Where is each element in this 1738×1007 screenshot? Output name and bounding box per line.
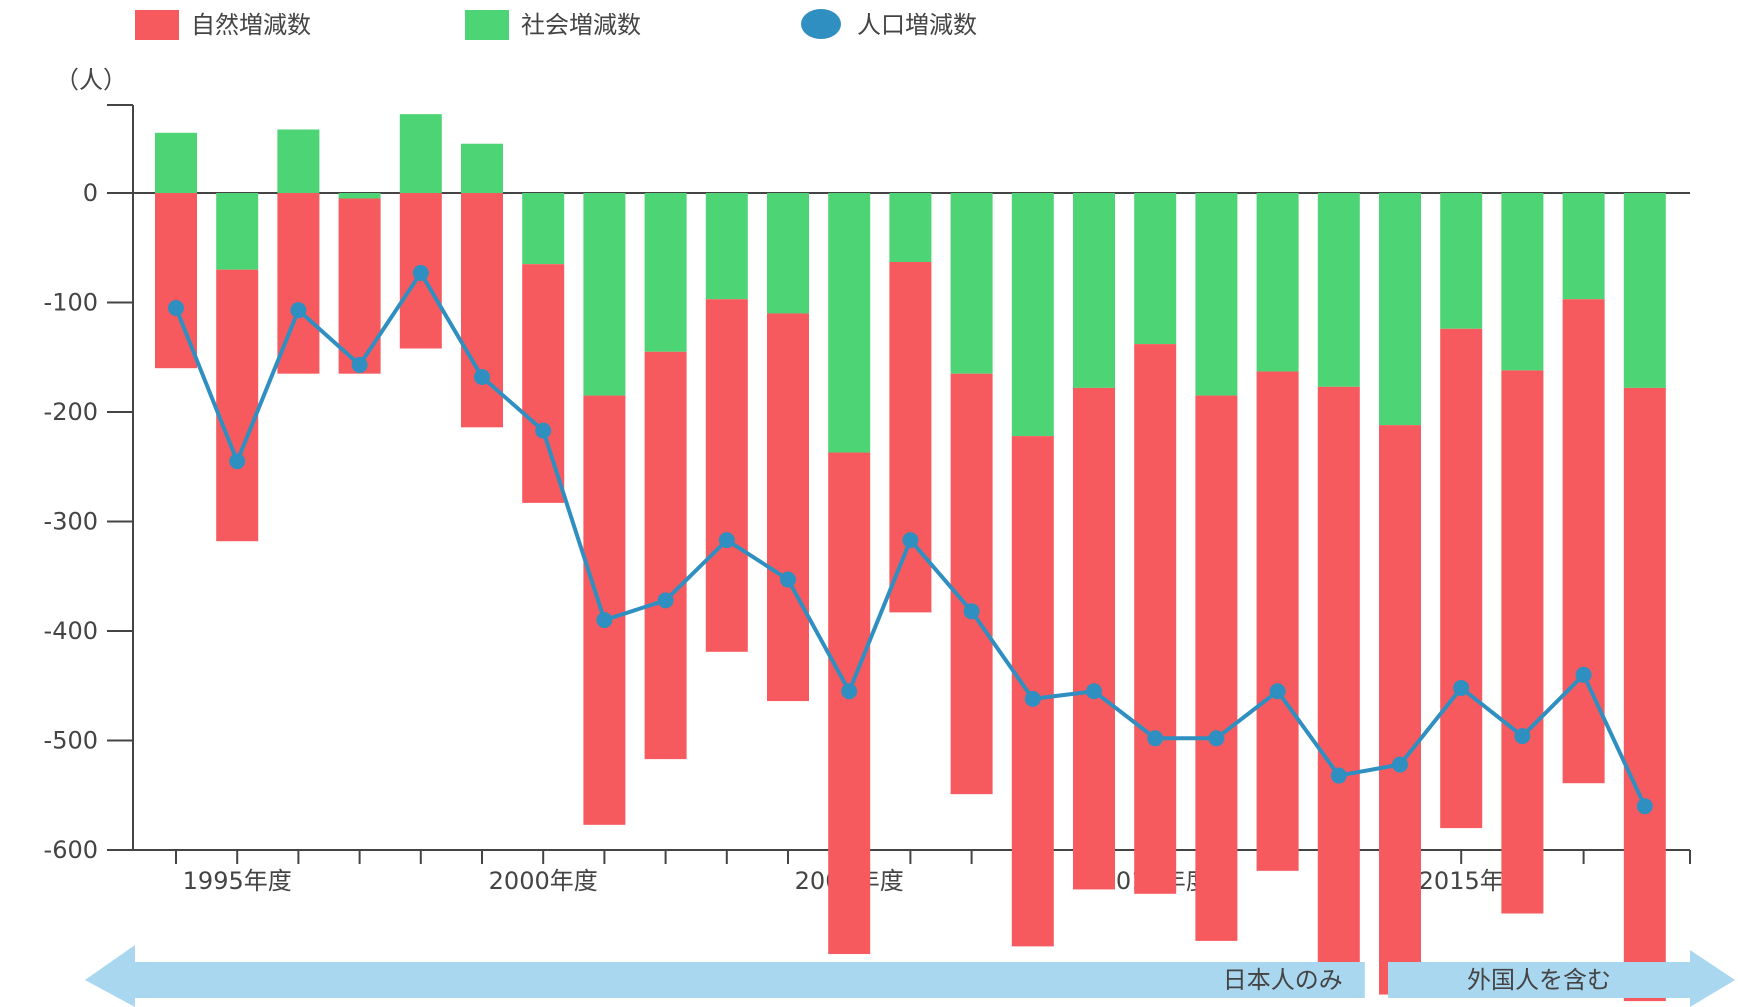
bar-natural-2016 (1501, 370, 1544, 914)
bar-natural-2005 (828, 452, 871, 955)
bar-social-2003 (705, 193, 748, 300)
bar-social-2001 (583, 193, 626, 396)
legend: 自然増減数 社会増減数 人口増減数 (135, 9, 977, 40)
bar-natural-2000 (522, 264, 565, 503)
bar-social-1998 (399, 114, 442, 193)
bar-natural-2001 (583, 395, 626, 825)
population-point-1994 (168, 299, 184, 316)
y-tick-label-0: 0 (83, 179, 98, 207)
population-point-2001 (596, 612, 613, 629)
bar-social-2014 (1379, 193, 1421, 426)
y-tick-label-6: -600 (44, 836, 98, 864)
population-point-2003 (718, 532, 735, 549)
population-point-2010 (1147, 730, 1164, 747)
population-point-2005 (841, 683, 858, 700)
population-point-2013 (1330, 767, 1347, 784)
population-point-2016 (1514, 728, 1531, 745)
bar-social-2007 (950, 193, 993, 374)
axes: 0-100-200-300-400-500-6001995年度2000年度200… (44, 104, 1691, 895)
bar-social-2009 (1073, 193, 1115, 388)
legend-label-2: 人口増減数 (857, 11, 977, 39)
bar-natural-2014 (1379, 425, 1421, 995)
bar-social-2016 (1501, 193, 1544, 371)
bar-social-2015 (1440, 193, 1483, 329)
y-axis-label: （人） (55, 66, 127, 94)
bar-natural-2013 (1317, 386, 1360, 968)
period-bands: 日本人のみ 外国人を含む (85, 945, 1735, 1007)
bar-natural-2004 (767, 313, 809, 702)
bar-social-2017 (1562, 193, 1605, 300)
population-point-2017 (1575, 666, 1592, 683)
bar-natural-2002 (644, 351, 687, 760)
bar-natural-1997 (338, 198, 381, 374)
population-point-1996 (290, 302, 307, 319)
y-tick-label-3: -300 (44, 508, 98, 536)
bar-natural-2003 (705, 299, 748, 652)
bar-social-2010 (1134, 193, 1177, 345)
population-point-2002 (657, 592, 674, 609)
legend-swatch-0 (135, 10, 179, 40)
bar-social-2013 (1317, 193, 1360, 387)
population-point-2007 (963, 603, 980, 620)
bar-natural-2015 (1440, 328, 1483, 829)
bar-natural-2011 (1195, 395, 1238, 941)
legend-swatch-2 (801, 9, 841, 39)
population-point-2009 (1086, 683, 1102, 700)
band-including-foreigners (1388, 950, 1735, 1007)
y-tick-label-2: -200 (44, 398, 98, 426)
population-point-1995 (229, 453, 246, 470)
bar-social-2011 (1195, 193, 1238, 396)
bar-social-1994 (155, 132, 197, 193)
x-tick-label-0: 1995年度 (183, 867, 292, 895)
band-label-including-foreigners: 外国人を含む (1467, 966, 1611, 994)
x-tick-label-1: 2000年度 (489, 867, 598, 895)
bar-social-2006 (889, 193, 932, 262)
bar-natural-2012 (1256, 371, 1299, 871)
population-point-1999 (474, 368, 490, 385)
y-tick-label-4: -400 (44, 617, 98, 645)
population-point-2014 (1392, 756, 1408, 773)
population-point-2018 (1636, 798, 1653, 815)
bar-social-1995 (216, 193, 259, 270)
population-point-2011 (1208, 730, 1225, 747)
legend-label-0: 自然増減数 (191, 11, 311, 39)
bar-natural-2018 (1623, 387, 1666, 1002)
bar-social-2012 (1256, 193, 1299, 372)
bar-natural-1995 (216, 269, 259, 542)
legend-label-1: 社会増減数 (521, 11, 641, 39)
bar-natural-2010 (1134, 344, 1177, 894)
y-tick-label-5: -500 (44, 727, 98, 755)
bar-social-1997 (338, 193, 381, 199)
bar-natural-2009 (1073, 387, 1115, 890)
bar-natural-2007 (950, 373, 993, 795)
bar-social-1999 (461, 143, 503, 193)
population-point-2012 (1269, 683, 1286, 700)
bars (155, 114, 1666, 1002)
bar-social-2002 (644, 193, 687, 352)
population-point-1997 (351, 356, 368, 373)
y-tick-label-1: -100 (44, 289, 98, 317)
population-line (168, 264, 1653, 815)
band-label-japanese-only: 日本人のみ (1223, 966, 1343, 994)
population-point-1998 (412, 264, 429, 281)
population-point-2006 (902, 532, 919, 549)
bar-social-2000 (522, 193, 565, 265)
population-point-2008 (1024, 690, 1041, 707)
bar-social-1996 (277, 129, 320, 193)
x-tick-label-4: 2015年 (1419, 867, 1504, 895)
legend-swatch-1 (465, 10, 509, 40)
bar-social-2004 (767, 193, 809, 314)
population-point-2000 (535, 422, 552, 439)
bar-social-2008 (1011, 193, 1054, 437)
band-japanese-only (85, 945, 1365, 1007)
bar-social-2018 (1623, 193, 1666, 388)
bar-social-2005 (828, 193, 871, 453)
population-point-2004 (780, 571, 796, 588)
population-point-2015 (1453, 679, 1470, 696)
